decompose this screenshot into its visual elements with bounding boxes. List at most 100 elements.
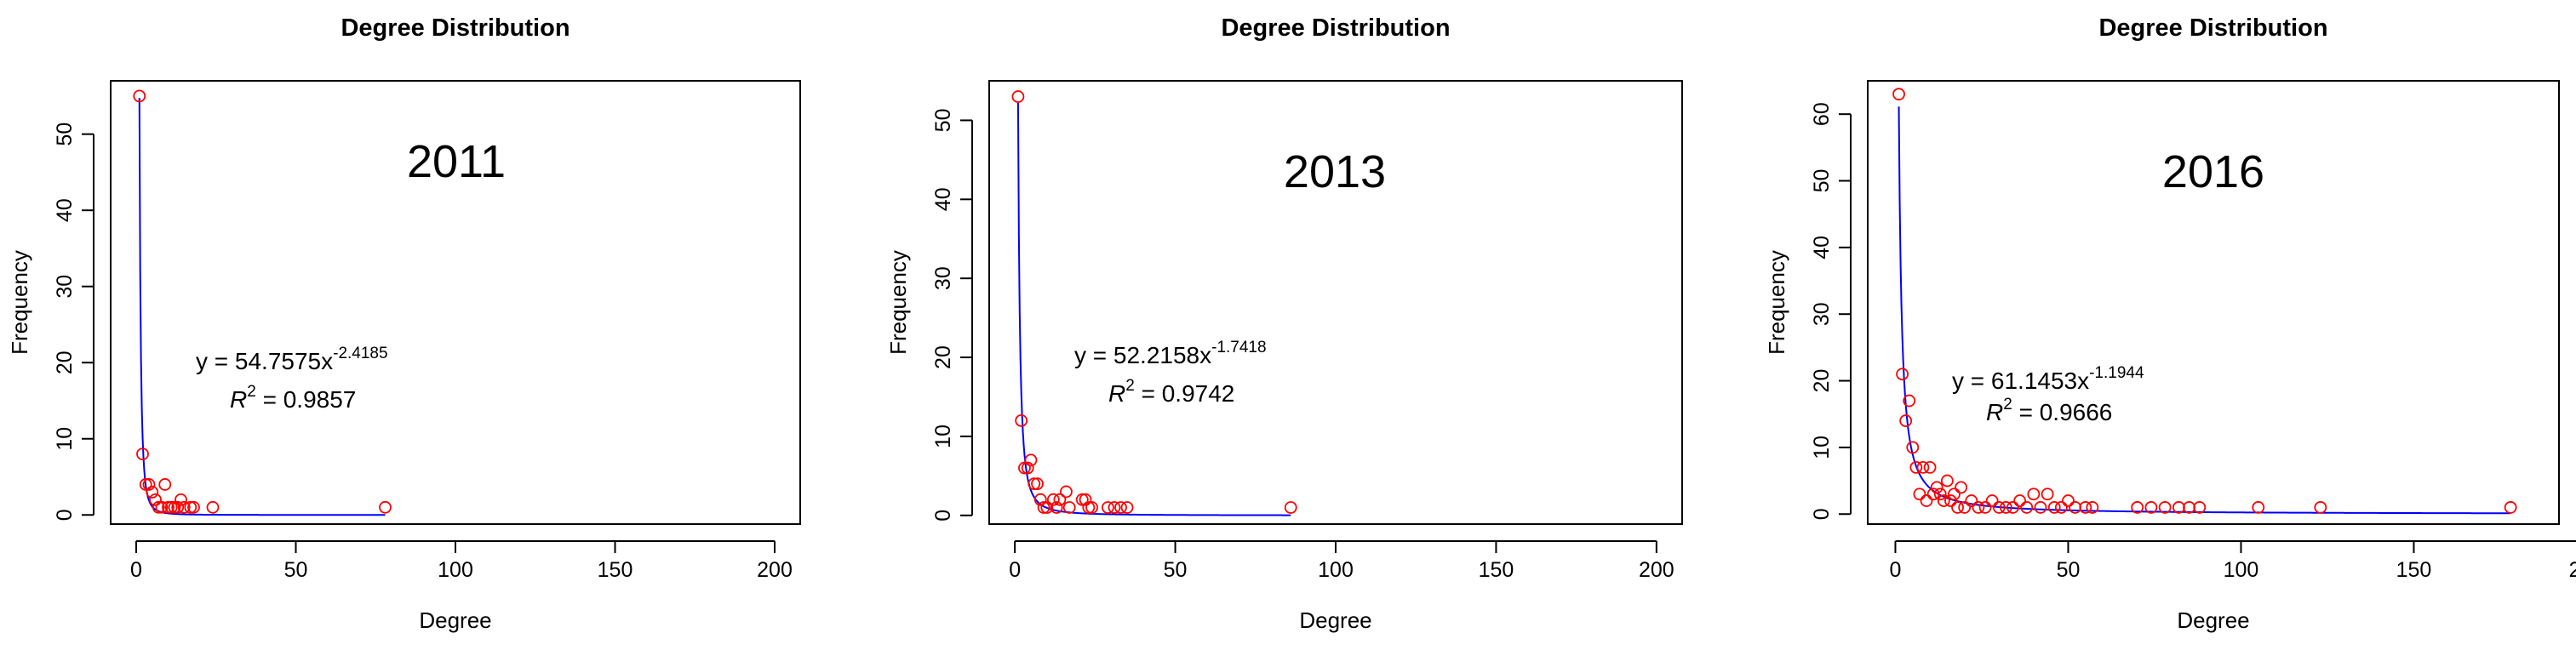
data-point [1060, 485, 1073, 499]
plot-frame [1867, 80, 2560, 525]
plot-frame [110, 80, 801, 525]
data-point [1892, 88, 1905, 101]
data-point [162, 500, 175, 514]
data-point [1284, 501, 1297, 514]
data-point [142, 478, 156, 491]
data-point [1923, 461, 1937, 474]
data-point [1940, 474, 1954, 488]
y-tick-label: 40 [53, 198, 77, 222]
data-point [171, 500, 185, 514]
chart-title: Degree Distribution [2098, 14, 2327, 42]
data-point [1985, 494, 1999, 507]
data-point [168, 500, 181, 514]
data-point [2314, 501, 2327, 514]
fit-equation: y = 61.1453x-1.1944 [1952, 364, 2144, 394]
data-point [1053, 493, 1067, 506]
data-point [1899, 414, 1913, 427]
data-point [1906, 441, 1920, 454]
y-tick-label: 50 [1810, 169, 1834, 193]
data-point [2034, 501, 2047, 514]
y-tick-label: 0 [931, 510, 955, 522]
y-tick-label: 0 [53, 509, 77, 521]
data-point [1114, 501, 1127, 514]
data-point [2054, 501, 2068, 514]
r-squared: R2 = 0.9857 [230, 383, 356, 413]
data-point [2027, 488, 2041, 501]
data-point [2131, 501, 2144, 514]
r-squared: R2 = 0.9666 [1986, 396, 2112, 425]
data-point [1024, 453, 1038, 467]
data-point [1913, 488, 1926, 501]
fit-equation: y = 54.7575x-2.4185 [196, 345, 388, 374]
data-point [2020, 501, 2034, 514]
y-tick-label: 40 [931, 187, 955, 211]
x-tick-label: 50 [1164, 558, 1188, 582]
data-point [1920, 494, 1933, 507]
data-point [158, 478, 172, 491]
x-tick-label: 150 [2396, 558, 2432, 582]
data-point [1916, 461, 1930, 474]
data-point [1930, 481, 1943, 494]
x-tick-label: 0 [130, 558, 142, 582]
x-tick-label: 100 [438, 558, 473, 582]
data-point [1937, 494, 1950, 507]
data-point [1944, 494, 1957, 507]
y-tick-label: 40 [1810, 236, 1834, 259]
data-point [1926, 488, 1940, 501]
data-point [1085, 501, 1098, 514]
data-point [1955, 481, 1968, 494]
data-point [146, 486, 159, 499]
fit-curve [1016, 102, 1291, 516]
y-axis-label: Frequency [885, 250, 911, 355]
data-point [1909, 461, 1923, 474]
data-point [2047, 501, 2061, 514]
x-axis-label: Degree [1299, 607, 1371, 633]
fit-curve [138, 98, 386, 516]
data-point [1903, 394, 1916, 408]
data-point [1999, 501, 2012, 514]
data-point [164, 500, 178, 514]
data-point [155, 500, 169, 514]
y-tick-label: 20 [931, 345, 955, 369]
year-annotation: 2013 [1284, 146, 1386, 197]
data-point [1958, 501, 1972, 514]
x-tick-label: 200 [757, 558, 793, 582]
chart-title: Degree Distribution [1221, 14, 1450, 42]
y-tick-label: 30 [1810, 302, 1834, 326]
data-point [2013, 494, 2027, 507]
y-tick-label: 20 [53, 351, 77, 374]
y-tick-label: 10 [53, 427, 77, 451]
data-point [1948, 488, 1961, 501]
data-point [1992, 501, 2006, 514]
x-tick-label: 100 [2224, 558, 2259, 582]
y-tick-label: 30 [53, 275, 77, 299]
data-point [184, 500, 197, 514]
plot-frame [988, 80, 1683, 525]
data-point [2158, 501, 2172, 514]
x-axis-label: Degree [419, 607, 491, 633]
y-axis-label: Frequency [7, 250, 32, 355]
data-point [1896, 368, 1909, 381]
data-point [175, 493, 187, 506]
chart-title: Degree Distribution [341, 14, 570, 42]
y-axis-label: Frequency [1764, 250, 1789, 355]
data-point [187, 500, 200, 514]
data-point [2252, 501, 2265, 514]
y-tick-label: 30 [931, 266, 955, 290]
x-tick-label: 150 [598, 558, 633, 582]
data-point [2006, 501, 2019, 514]
data-point [2144, 501, 2158, 514]
x-tick-label: 0 [1009, 558, 1021, 582]
chart-panel-2016: Degree Distribution 0 50 100 150 200 Degree 0 10… [1764, 14, 2576, 633]
data-point [379, 500, 392, 514]
data-point [1021, 461, 1034, 475]
data-point [1972, 501, 1985, 514]
data-point [177, 500, 191, 514]
data-point [152, 500, 165, 514]
data-point [1046, 493, 1060, 506]
year-annotation: 2011 [407, 136, 506, 187]
y-tick-label: 10 [1810, 436, 1834, 459]
data-point [2504, 501, 2517, 514]
data-point [1102, 501, 1114, 514]
